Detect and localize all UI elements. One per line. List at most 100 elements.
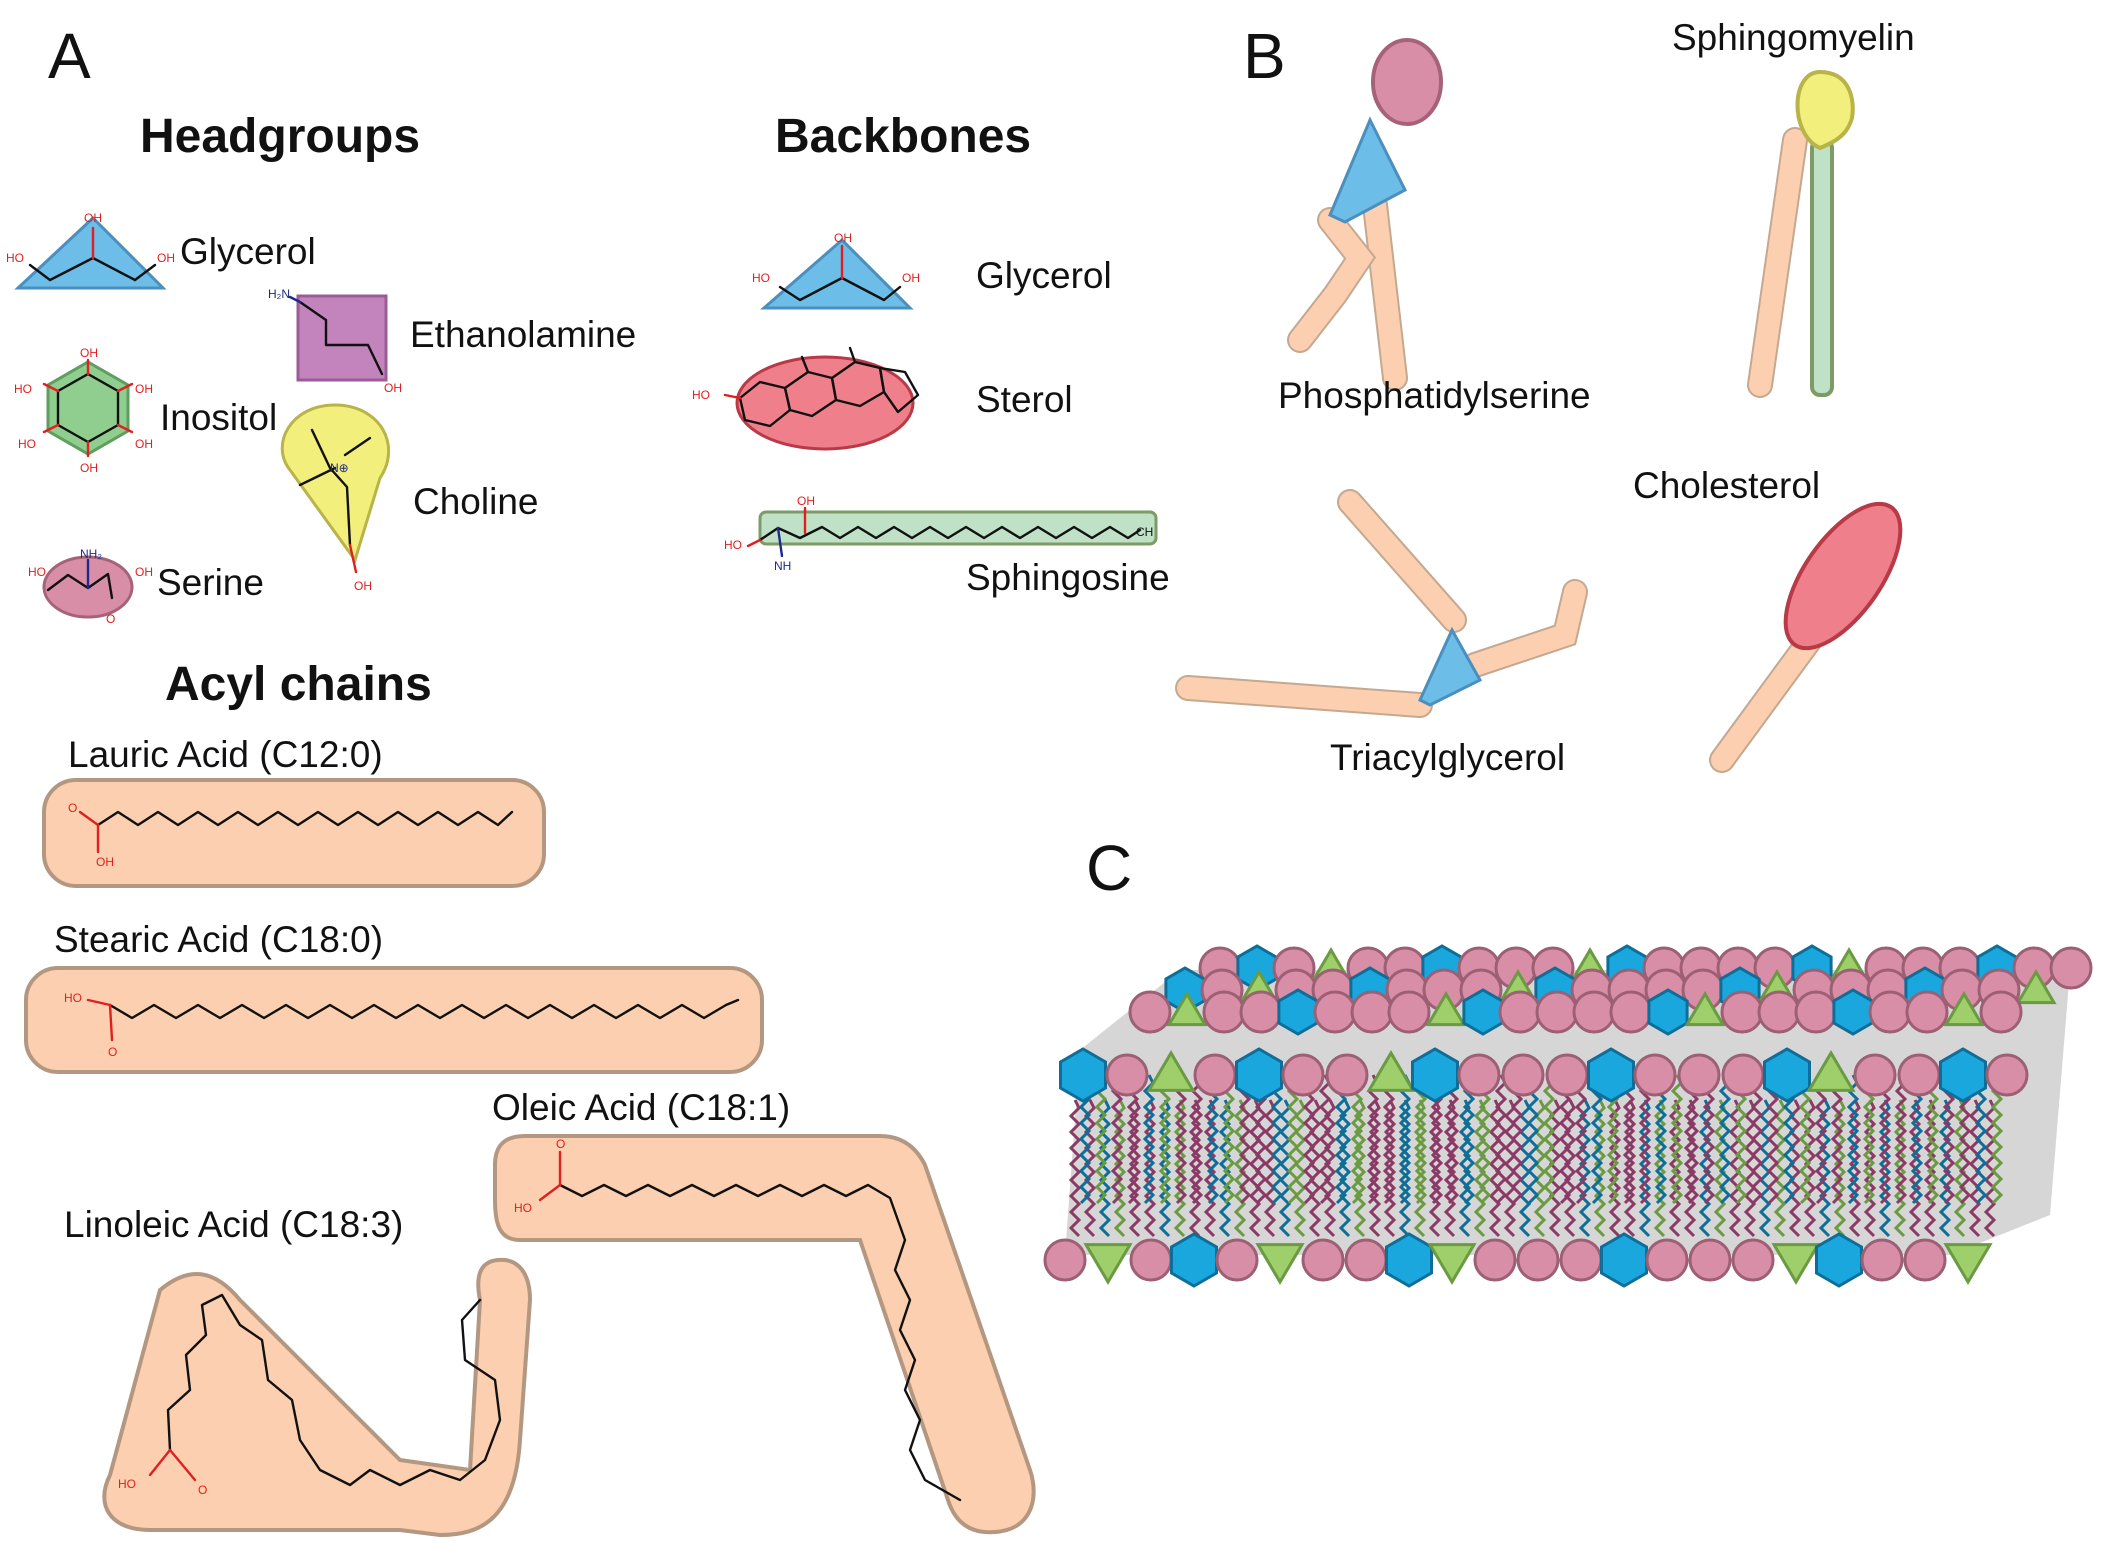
chem-ho: HO (64, 991, 82, 1005)
membrane-circle-headgroup (1572, 990, 1616, 1034)
membrane-tail (1818, 1099, 1832, 1238)
chem-ho: HO (752, 271, 770, 285)
membrane-circle-headgroup (2049, 946, 2093, 990)
membrane-tail (1142, 1074, 1156, 1205)
membrane-tail (1833, 1099, 1847, 1238)
membrane-tail (1190, 1074, 1204, 1205)
membrane-tail (1750, 1074, 1764, 1205)
membrane-circle-headgroup (1794, 990, 1838, 1034)
chem-oh: OH (96, 855, 114, 869)
membrane-tail (1788, 1099, 1802, 1238)
triacylglycerol-cartoon (1175, 489, 1588, 718)
membrane-circle-headgroup (1215, 1238, 1259, 1282)
membrane-tail (1926, 1074, 1940, 1205)
serine-headgroup-icon: NH₂ HO OH O (28, 547, 153, 626)
phosphatidylserine-cartoon (1287, 38, 1443, 391)
membrane-circle-headgroup (1350, 990, 1394, 1034)
headgroup-serine-label: Serine (157, 562, 264, 603)
membrane-circle-headgroup (1609, 990, 1653, 1034)
backbones-title: Backbones (775, 110, 1031, 163)
cholesterol-label: Cholesterol (1633, 465, 1820, 506)
membrane-circle-headgroup (1325, 1053, 1369, 1097)
membrane-tail (1803, 1099, 1817, 1238)
chem-oh: OH (384, 381, 402, 395)
membrane-tail (1334, 1074, 1348, 1205)
chem-oh: OH (135, 382, 153, 396)
headgroup-ethanolamine-label: Ethanolamine (410, 314, 636, 355)
membrane-tail (1798, 1074, 1812, 1205)
chem-o: O (108, 1045, 117, 1059)
chem-ho: HO (6, 251, 24, 265)
membrane-tail (1126, 1074, 1140, 1205)
membrane-tail (1110, 1074, 1124, 1205)
chem-ho: HO (14, 382, 32, 396)
chem-oh: OH (135, 565, 153, 579)
membrane-circle-headgroup (1313, 990, 1357, 1034)
stearic-acid-icon: HO O (24, 966, 764, 1074)
membrane-tail (1353, 1099, 1367, 1238)
membrane-tail (1830, 1074, 1844, 1205)
membrane-tail (1113, 1099, 1127, 1238)
membrane-tail (1526, 1074, 1540, 1205)
glycerol-headgroup-icon: OH HO OH (6, 211, 175, 290)
membrane-tail (1478, 1074, 1492, 1205)
membrane-tail (1702, 1074, 1716, 1205)
membrane-tail (1814, 1074, 1828, 1205)
headgroups-title: Headgroups (140, 110, 420, 163)
membrane-circle-headgroup (1281, 1053, 1325, 1097)
membrane-tail (1222, 1074, 1236, 1205)
membrane-tail (1578, 1099, 1592, 1238)
membrane-tail (1654, 1074, 1668, 1205)
membrane-circle-headgroup (1129, 1238, 1173, 1282)
membrane-circle-headgroup (1853, 1053, 1897, 1097)
chem-oh: OH (902, 271, 920, 285)
membrane-circle-headgroup (1645, 1238, 1689, 1282)
membrane-tail (1894, 1074, 1908, 1205)
membrane-tail (1574, 1074, 1588, 1205)
membrane-tail (1942, 1074, 1956, 1205)
membrane-tail (1293, 1099, 1307, 1238)
membrane-tail (1563, 1099, 1577, 1238)
chem-ho: HO (692, 388, 710, 402)
membrane-tail (1718, 1074, 1732, 1205)
membrane-hexagon-headgroup (1600, 1232, 1648, 1288)
membrane-triangle-headgroup (1427, 1243, 1477, 1285)
sphingomyelin-cartoon (1747, 69, 1855, 398)
membrane-tail (1398, 1074, 1412, 1205)
glycerol-backbone-icon: OH HO OH (752, 231, 920, 310)
chem-oh: OH (80, 346, 98, 360)
membrane-tail (1414, 1074, 1428, 1205)
membrane-tail (1174, 1074, 1188, 1205)
membrane-circle-headgroup (1344, 1238, 1388, 1282)
membrane-tail (1238, 1074, 1252, 1205)
membrane-circle-headgroup (1473, 1238, 1517, 1282)
membrane-circle-headgroup (1105, 1053, 1149, 1097)
membrane-tail (1686, 1074, 1700, 1205)
membrane-circle-headgroup (1905, 990, 1949, 1034)
membrane-triangle-headgroup (1684, 991, 1726, 1027)
membrane-tail (1974, 1074, 1988, 1205)
membrane-tail (1368, 1099, 1382, 1238)
membrane-tail (1446, 1074, 1460, 1205)
chem-ho: HO (118, 1477, 136, 1491)
chem-h2n: H₂N (268, 287, 290, 301)
membrane-triangle-headgroup (1083, 1243, 1133, 1285)
membrane-tail (1542, 1074, 1556, 1205)
membrane-tail (1862, 1074, 1876, 1205)
chem-n-plus: N⊕ (330, 461, 349, 475)
membrane-hexagon-headgroup (1815, 1232, 1863, 1288)
membrane-hexagon-headgroup (1462, 988, 1504, 1036)
membrane-hexagon-headgroup (1059, 1047, 1107, 1103)
membrane-hexagon-headgroup (1411, 1047, 1459, 1103)
ethanolamine-headgroup-icon: H₂N OH (268, 287, 402, 395)
triacylglycerol-label: Triacylglycerol (1330, 737, 1565, 778)
membrane-hexagon-headgroup (1235, 1047, 1283, 1103)
chem-oh: OH (157, 251, 175, 265)
linoleic-acid-label: Linoleic Acid (C18:3) (64, 1204, 403, 1245)
membrane-hexagon-headgroup (1277, 988, 1319, 1036)
membrane-triangle-headgroup (1425, 991, 1467, 1027)
chem-ho: HO (724, 538, 742, 552)
chem-o: O (68, 801, 77, 815)
membrane-circle-headgroup (1897, 1053, 1941, 1097)
